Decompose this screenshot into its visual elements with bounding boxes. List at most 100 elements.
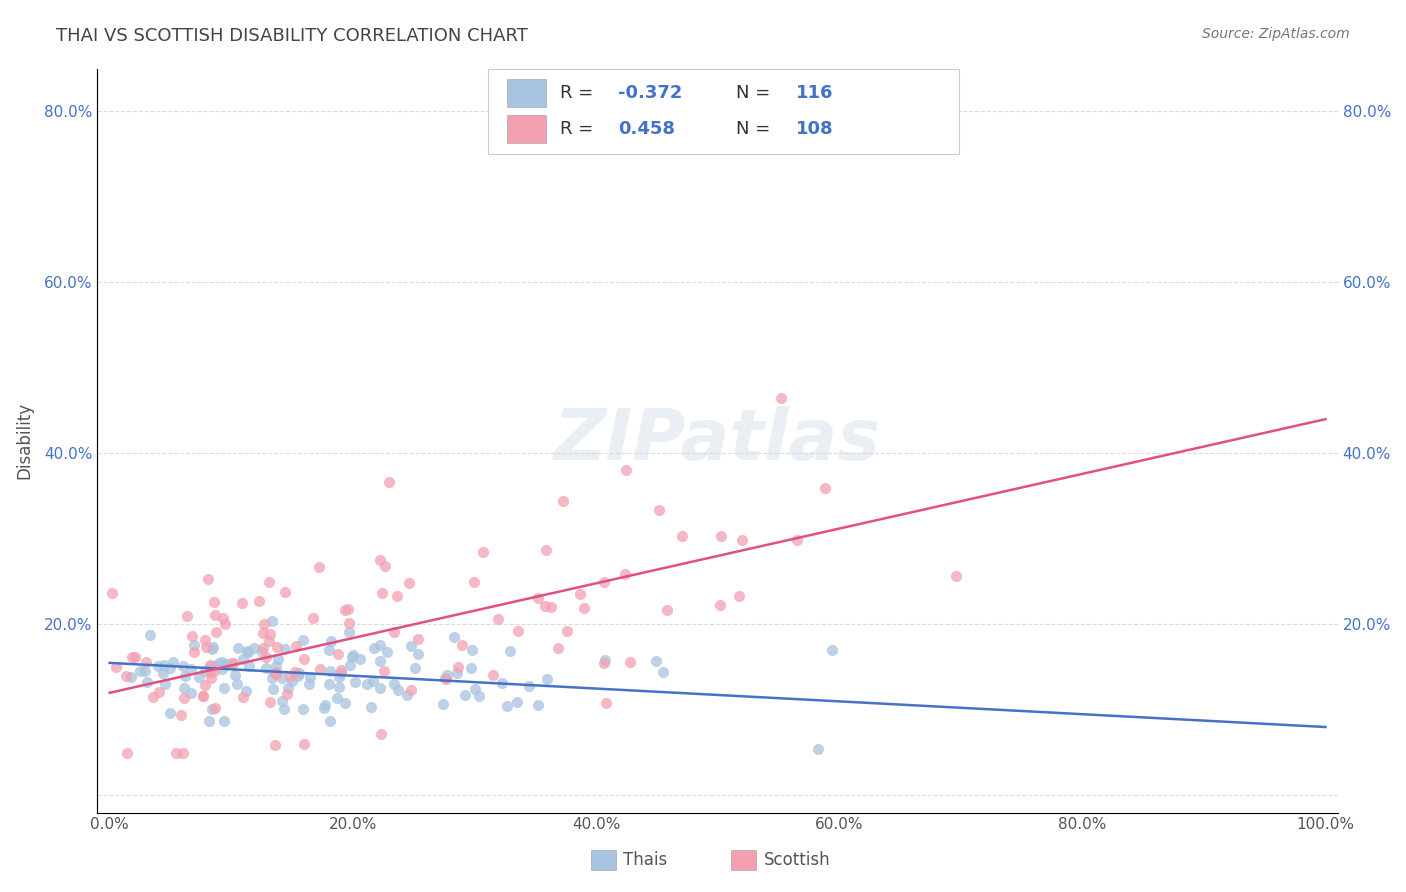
Point <box>710 529 733 543</box>
Point <box>821 643 844 657</box>
Point <box>148 685 170 699</box>
Point <box>614 566 637 581</box>
Point <box>508 624 530 638</box>
Point <box>517 679 540 693</box>
Point <box>183 645 205 659</box>
Point <box>534 599 557 613</box>
Point <box>461 643 484 657</box>
Point <box>193 689 215 703</box>
Point <box>201 702 224 716</box>
Point <box>115 746 138 760</box>
Point <box>198 714 221 728</box>
Point <box>292 738 315 752</box>
Point <box>368 552 391 566</box>
Point <box>204 608 226 623</box>
Point <box>194 640 217 655</box>
Bar <box>506 78 547 107</box>
Point <box>731 533 754 547</box>
Point <box>172 746 194 760</box>
Point <box>120 670 142 684</box>
Point <box>368 681 391 695</box>
Point <box>333 696 356 710</box>
Point <box>153 677 176 691</box>
Text: Scottish: Scottish <box>763 851 830 869</box>
Point <box>200 665 222 679</box>
Point <box>194 664 217 678</box>
Point <box>356 677 378 691</box>
Text: -0.372: -0.372 <box>619 84 683 102</box>
Text: Source: ZipAtlas.com: Source: ZipAtlas.com <box>1202 27 1350 41</box>
Point <box>371 585 394 599</box>
Point <box>499 644 522 658</box>
Point <box>271 672 294 686</box>
Point <box>222 657 245 671</box>
Point <box>181 629 204 643</box>
Point <box>468 690 491 704</box>
Point <box>375 645 398 659</box>
Point <box>314 701 336 715</box>
Point <box>328 680 350 694</box>
Point <box>226 677 249 691</box>
Point <box>198 660 221 674</box>
Point <box>264 658 287 673</box>
Point <box>173 681 195 695</box>
Point <box>540 600 562 615</box>
Point <box>339 657 361 672</box>
Point <box>236 644 259 658</box>
Point <box>401 639 423 653</box>
Point <box>368 654 391 668</box>
Point <box>330 666 353 681</box>
Point <box>536 673 558 687</box>
Point <box>172 658 194 673</box>
Point <box>342 648 364 662</box>
Point <box>152 666 174 681</box>
Point <box>212 714 235 729</box>
Point <box>308 560 330 574</box>
Point <box>273 702 295 716</box>
Point <box>432 697 454 711</box>
Point <box>343 675 366 690</box>
Point <box>814 481 837 495</box>
Point <box>254 660 277 674</box>
Point <box>221 656 243 670</box>
Point <box>651 665 673 679</box>
Point <box>592 656 614 670</box>
Point <box>506 695 529 709</box>
Point <box>276 687 298 701</box>
Point <box>281 673 304 688</box>
Point <box>214 616 236 631</box>
Point <box>194 678 217 692</box>
Point <box>197 572 219 586</box>
Point <box>284 640 307 654</box>
Point <box>592 575 614 590</box>
Point <box>250 645 273 659</box>
Text: 0.458: 0.458 <box>619 120 675 137</box>
Point <box>292 701 315 715</box>
Point <box>135 655 157 669</box>
Point <box>146 658 169 673</box>
Point <box>318 676 340 690</box>
Point <box>180 686 202 700</box>
Point <box>373 664 395 678</box>
Point <box>259 627 281 641</box>
Point <box>786 533 808 547</box>
Point <box>644 654 666 668</box>
Point <box>434 672 457 686</box>
Text: Thais: Thais <box>623 851 666 869</box>
Point <box>569 587 592 601</box>
Text: 116: 116 <box>796 84 834 102</box>
Point <box>382 677 405 691</box>
Point <box>446 665 468 680</box>
Point <box>349 652 371 666</box>
Point <box>482 668 505 682</box>
Point <box>165 746 187 760</box>
Point <box>262 681 284 696</box>
Point <box>264 667 287 681</box>
Point <box>252 640 274 655</box>
Text: N =: N = <box>737 84 776 102</box>
Point <box>176 608 198 623</box>
Point <box>945 569 967 583</box>
Point <box>174 669 197 683</box>
Point <box>527 698 550 712</box>
Point <box>399 683 422 698</box>
